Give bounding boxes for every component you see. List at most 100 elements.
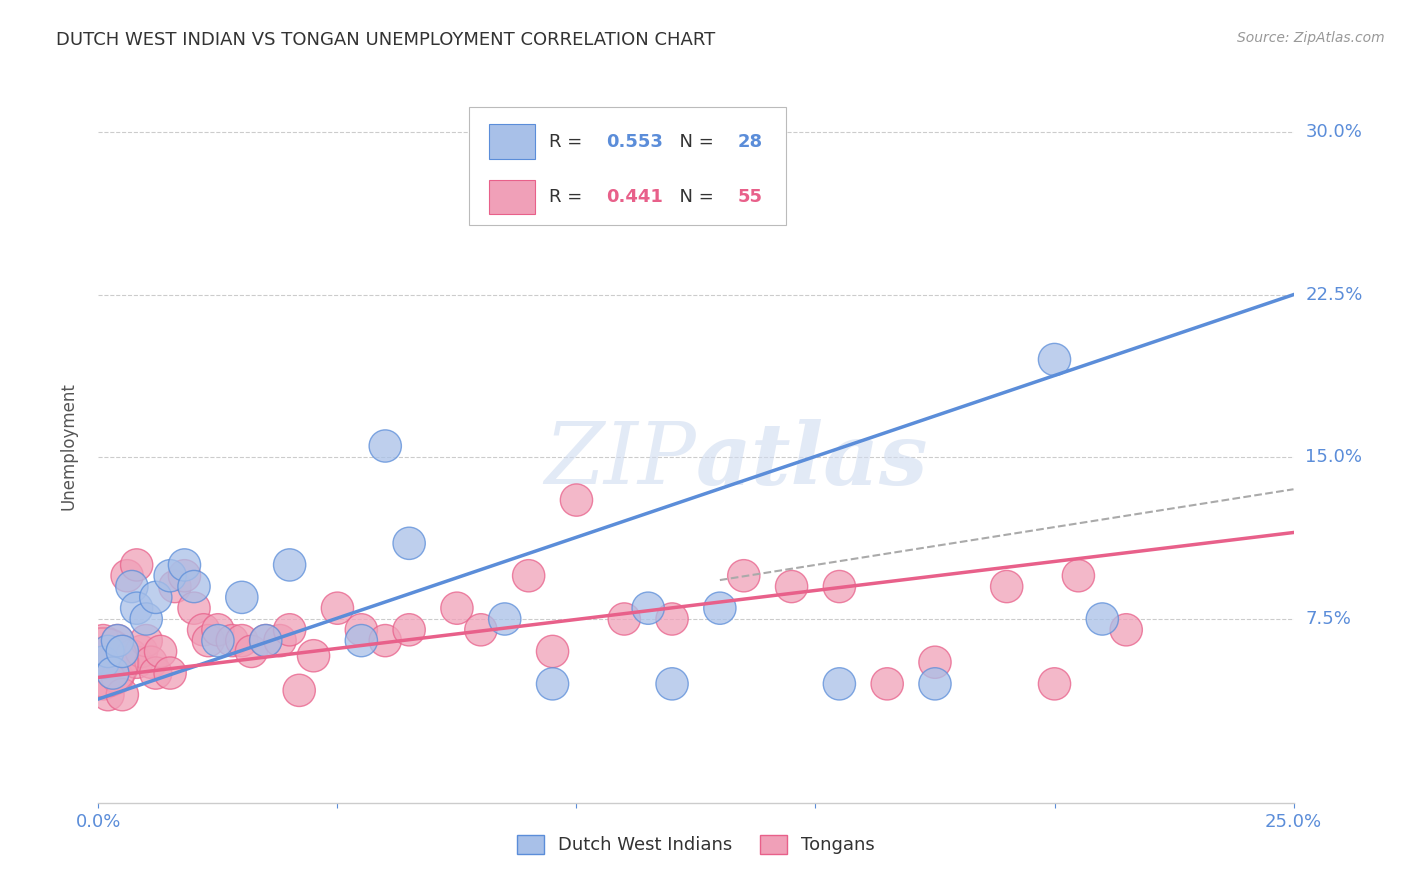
Point [565, 493, 588, 508]
Point [269, 633, 291, 648]
FancyBboxPatch shape [489, 125, 534, 159]
Point [1043, 352, 1066, 367]
Point [541, 677, 564, 691]
Text: R =: R = [548, 188, 588, 206]
Text: N =: N = [668, 133, 720, 151]
Point [613, 612, 636, 626]
Point [494, 612, 516, 626]
Point [288, 683, 311, 698]
Text: 55: 55 [738, 188, 763, 206]
Text: 0.553: 0.553 [606, 133, 664, 151]
Point [924, 677, 946, 691]
Point [350, 623, 373, 637]
Point [924, 655, 946, 669]
Point [828, 677, 851, 691]
Point [125, 558, 148, 572]
Point [91, 677, 114, 691]
Point [517, 568, 540, 582]
Point [254, 633, 277, 648]
Point [828, 580, 851, 594]
Point [350, 633, 373, 648]
FancyBboxPatch shape [470, 107, 786, 225]
Point [1115, 623, 1137, 637]
Text: Source: ZipAtlas.com: Source: ZipAtlas.com [1237, 31, 1385, 45]
Point [1067, 568, 1090, 582]
Point [121, 580, 143, 594]
Point [145, 591, 167, 605]
FancyBboxPatch shape [489, 180, 534, 214]
Point [115, 568, 138, 582]
Point [240, 644, 263, 658]
Text: 28: 28 [738, 133, 763, 151]
Point [149, 644, 172, 658]
Y-axis label: Unemployment: Unemployment [59, 382, 77, 510]
Point [91, 655, 114, 669]
Point [97, 688, 120, 702]
Point [637, 601, 659, 615]
Point [173, 568, 195, 582]
Text: 22.5%: 22.5% [1306, 285, 1362, 303]
Point [446, 601, 468, 615]
Point [183, 601, 205, 615]
Legend: Dutch West Indians, Tongans: Dutch West Indians, Tongans [510, 828, 882, 862]
Point [231, 633, 253, 648]
Point [709, 601, 731, 615]
Point [111, 688, 134, 702]
Point [661, 677, 683, 691]
Point [374, 633, 396, 648]
Point [221, 633, 243, 648]
Point [302, 648, 325, 663]
Point [1091, 612, 1114, 626]
Point [173, 558, 195, 572]
Point [661, 612, 683, 626]
Point [97, 644, 120, 658]
Point [107, 633, 129, 648]
Text: 0.441: 0.441 [606, 188, 664, 206]
Point [254, 633, 277, 648]
Point [326, 601, 349, 615]
Point [231, 591, 253, 605]
Point [541, 644, 564, 658]
Point [193, 623, 215, 637]
Point [101, 666, 124, 681]
Point [780, 580, 803, 594]
Point [163, 580, 186, 594]
Point [207, 623, 229, 637]
Point [111, 644, 134, 658]
Point [374, 439, 396, 453]
Point [139, 655, 162, 669]
Text: R =: R = [548, 133, 588, 151]
Point [207, 633, 229, 648]
Point [131, 644, 153, 658]
Point [125, 655, 148, 669]
Point [145, 666, 167, 681]
Point [91, 633, 114, 648]
Text: 15.0%: 15.0% [1306, 448, 1362, 466]
Point [107, 633, 129, 648]
Point [159, 666, 181, 681]
Point [995, 580, 1018, 594]
Text: atlas: atlas [696, 418, 928, 502]
Point [278, 623, 301, 637]
Point [121, 648, 143, 663]
Point [91, 655, 114, 669]
Point [135, 612, 157, 626]
Point [111, 644, 134, 658]
Point [91, 655, 114, 669]
Point [97, 644, 120, 658]
Point [159, 568, 181, 582]
Point [733, 568, 755, 582]
Point [135, 633, 157, 648]
Point [101, 666, 124, 681]
Point [101, 655, 124, 669]
Point [470, 623, 492, 637]
Point [197, 633, 219, 648]
Point [125, 601, 148, 615]
Point [107, 670, 129, 684]
Text: DUTCH WEST INDIAN VS TONGAN UNEMPLOYMENT CORRELATION CHART: DUTCH WEST INDIAN VS TONGAN UNEMPLOYMENT… [56, 31, 716, 49]
Point [183, 580, 205, 594]
Point [398, 536, 420, 550]
Text: ZIP: ZIP [544, 419, 696, 501]
Point [876, 677, 898, 691]
Point [398, 623, 420, 637]
